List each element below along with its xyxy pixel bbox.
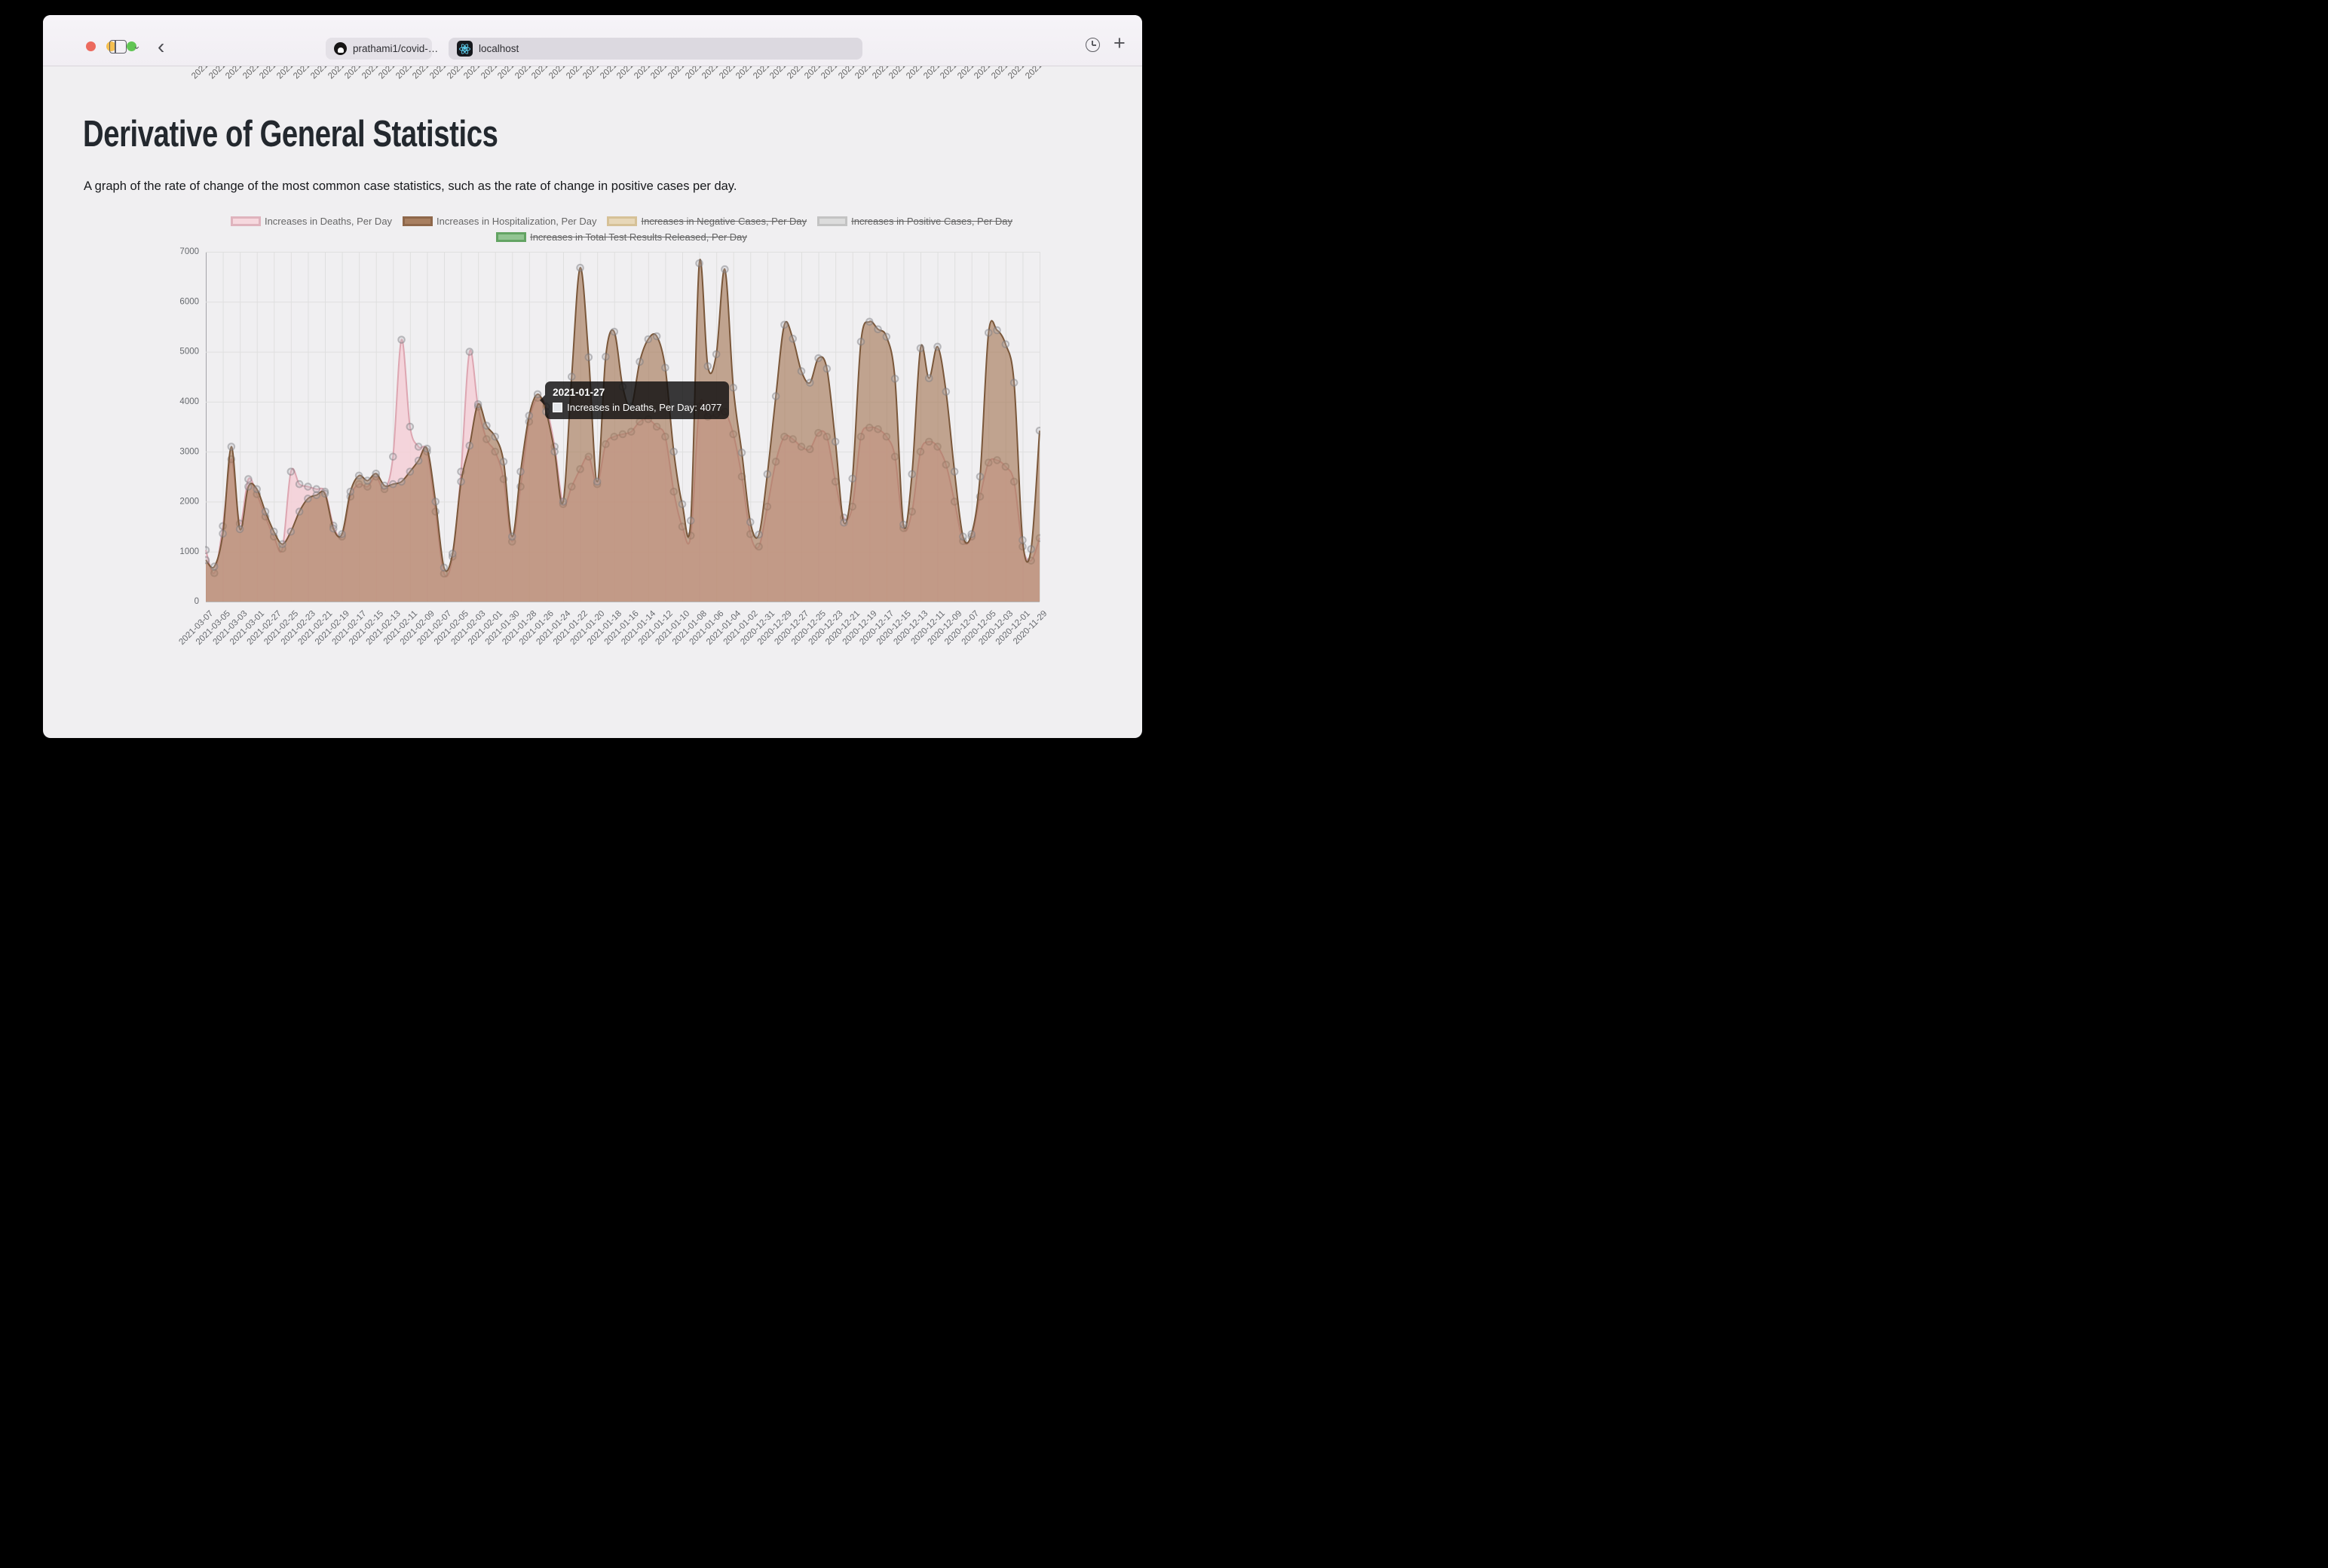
tooltip-date: 2021-01-27 bbox=[553, 386, 605, 398]
minimize-window-button[interactable] bbox=[106, 41, 116, 51]
tab-localhost[interactable]: localhost bbox=[449, 38, 862, 60]
legend-label: Increases in Deaths, Per Day bbox=[264, 216, 393, 227]
legend-label: Increases in Total Test Results Released… bbox=[530, 231, 747, 243]
legend-item[interactable]: Increases in Negative Cases, Per Day bbox=[607, 216, 807, 227]
browser-toolbar: ⌄ ‹ prathami1/covid-… localhost + bbox=[43, 15, 1142, 66]
tooltip-caret bbox=[540, 394, 546, 406]
legend-item[interactable]: Increases in Hospitalization, Per Day bbox=[403, 216, 596, 227]
zoom-window-button[interactable] bbox=[127, 41, 136, 51]
tooltip-value-label: Increases in Deaths, Per Day: 4077 bbox=[567, 401, 722, 413]
legend-swatch bbox=[403, 216, 433, 226]
legend-item[interactable]: Increases in Deaths, Per Day bbox=[230, 216, 393, 227]
page-title: Derivative of General Statistics bbox=[83, 114, 498, 155]
chart-area: 2021-01-27 Increases in Deaths, Per Day:… bbox=[167, 241, 1080, 675]
chart-legend: Increases in Deaths, Per Day Increases in… bbox=[164, 216, 1080, 247]
legend-item[interactable]: Increases in Positive Cases, Per Day bbox=[817, 216, 1012, 227]
derivative-statistics-chart[interactable] bbox=[167, 241, 1080, 675]
browser-window: 2021- 2021- 2021- 2021- 2021- 2021- 2021- 2021-… bbox=[43, 15, 1142, 738]
page-subtitle: A graph of the rate of change of the mos… bbox=[84, 179, 737, 193]
history-clock-icon[interactable] bbox=[1086, 38, 1100, 52]
legend-swatch bbox=[607, 216, 638, 226]
tab-github-repo[interactable]: prathami1/covid-… bbox=[326, 38, 438, 60]
traffic-lights bbox=[86, 41, 136, 51]
tab-github-label: prathami1/covid-… bbox=[353, 43, 439, 54]
legend-label: Increases in Positive Cases, Per Day bbox=[851, 216, 1013, 227]
legend-swatch bbox=[817, 216, 848, 226]
screenshot-stage: 2021- 2021- 2021- 2021- 2021- 2021- 2021- 2021-… bbox=[0, 0, 1164, 784]
sidebar-toggle-icon[interactable] bbox=[109, 40, 127, 54]
tab-localhost-label: localhost bbox=[479, 43, 519, 54]
chart-tooltip: 2021-01-27 Increases in Deaths, Per Day:… bbox=[540, 381, 730, 419]
back-button[interactable]: ‹ bbox=[158, 35, 165, 58]
legend-swatch bbox=[230, 216, 261, 226]
legend-swatch bbox=[496, 232, 527, 242]
chevron-down-icon[interactable]: ⌄ bbox=[133, 40, 141, 51]
react-icon bbox=[457, 41, 473, 57]
github-icon bbox=[334, 42, 347, 55]
legend-label: Increases in Negative Cases, Per Day bbox=[641, 216, 807, 227]
new-tab-button[interactable]: + bbox=[1113, 32, 1126, 54]
close-window-button[interactable] bbox=[86, 41, 96, 51]
legend-label: Increases in Hospitalization, Per Day bbox=[436, 216, 597, 227]
tooltip-series-swatch bbox=[553, 402, 563, 412]
legend-item[interactable]: Increases in Total Test Results Released… bbox=[496, 231, 747, 243]
